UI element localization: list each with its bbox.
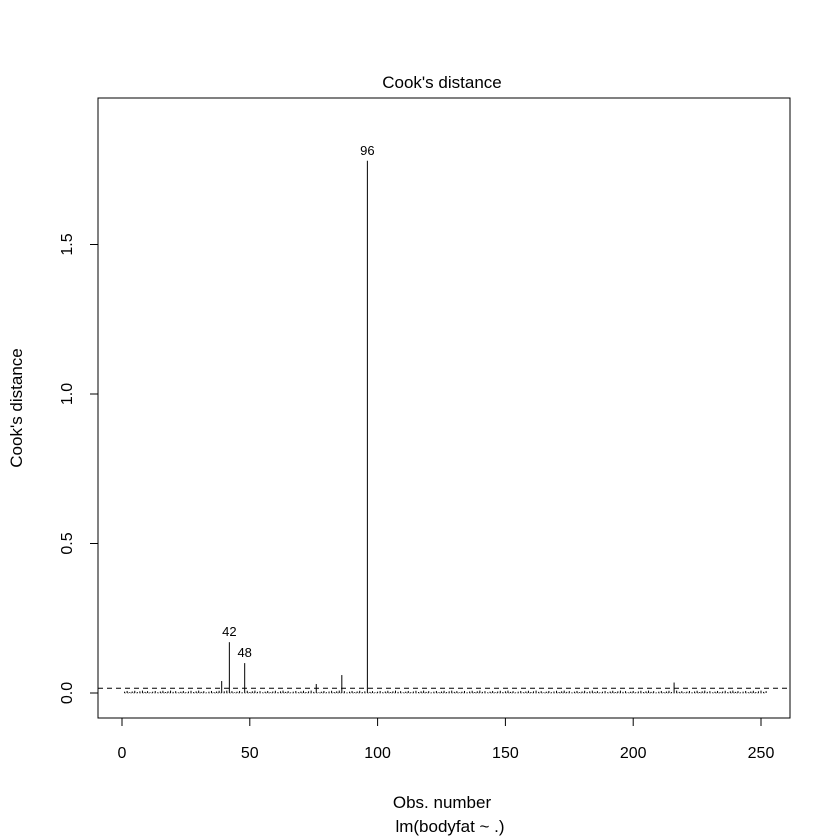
bars (124, 160, 767, 693)
x-tick-label: 50 (241, 745, 259, 762)
x-tick-label: 150 (492, 745, 519, 762)
y-tick-label: 0.0 (59, 682, 76, 704)
x-tick-label: 0 (118, 745, 127, 762)
point-label-48: 48 (237, 645, 251, 660)
x-axis: 0 50 100 150 200 250 (118, 717, 775, 762)
y-axis-label: Cook's distance (7, 348, 26, 467)
point-label-96: 96 (360, 143, 374, 158)
x-tick-label: 200 (620, 745, 647, 762)
chart-subtitle: lm(bodyfat ~ .) (395, 817, 504, 836)
y-tick-label: 1.0 (59, 383, 76, 405)
plot-frame (97, 97, 791, 719)
y-tick-label: 1.5 (59, 233, 76, 255)
y-axis: 0.0 0.5 1.0 1.5 (59, 233, 99, 704)
chart-title: Cook's distance (382, 73, 501, 92)
x-axis-label: Obs. number (393, 793, 492, 812)
x-tick-label: 100 (364, 745, 391, 762)
x-tick-label: 250 (748, 745, 775, 762)
point-label-42: 42 (222, 624, 236, 639)
y-tick-label: 0.5 (59, 532, 76, 554)
